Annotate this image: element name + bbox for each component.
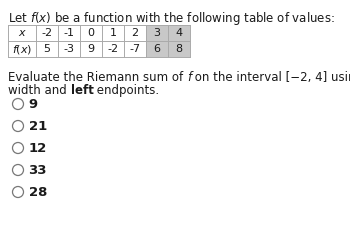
- Text: 1: 1: [110, 28, 117, 38]
- Text: 6: 6: [154, 44, 161, 54]
- Text: Let $f(x)$ be a function with the following table of values:: Let $f(x)$ be a function with the follow…: [8, 10, 335, 27]
- Text: 2: 2: [132, 28, 139, 38]
- Text: 8: 8: [175, 44, 183, 54]
- Text: 3: 3: [154, 28, 161, 38]
- Text: -7: -7: [130, 44, 141, 54]
- Text: -2: -2: [107, 44, 119, 54]
- Text: x: x: [19, 28, 25, 38]
- Text: Evaluate the Riemann sum of: Evaluate the Riemann sum of: [8, 71, 187, 84]
- Bar: [168, 25, 190, 57]
- Text: endpoints.: endpoints.: [93, 84, 160, 97]
- Text: on the interval [−2, 4] using: on the interval [−2, 4] using: [191, 71, 350, 84]
- Bar: [146, 25, 168, 57]
- Text: -3: -3: [63, 44, 75, 54]
- Text: 21: 21: [28, 120, 47, 132]
- Text: 9: 9: [88, 44, 94, 54]
- Text: 12: 12: [28, 142, 47, 155]
- Text: -1: -1: [63, 28, 75, 38]
- Text: 4: 4: [175, 28, 183, 38]
- Text: width and: width and: [8, 84, 70, 97]
- Text: left: left: [70, 84, 93, 97]
- Text: 9: 9: [28, 97, 38, 110]
- Text: 0: 0: [88, 28, 94, 38]
- Text: 5: 5: [43, 44, 50, 54]
- Text: f: f: [187, 71, 191, 84]
- Text: $f(x)$: $f(x)$: [12, 42, 32, 55]
- Text: 33: 33: [28, 163, 47, 176]
- Text: -2: -2: [41, 28, 52, 38]
- Text: 28: 28: [28, 186, 47, 198]
